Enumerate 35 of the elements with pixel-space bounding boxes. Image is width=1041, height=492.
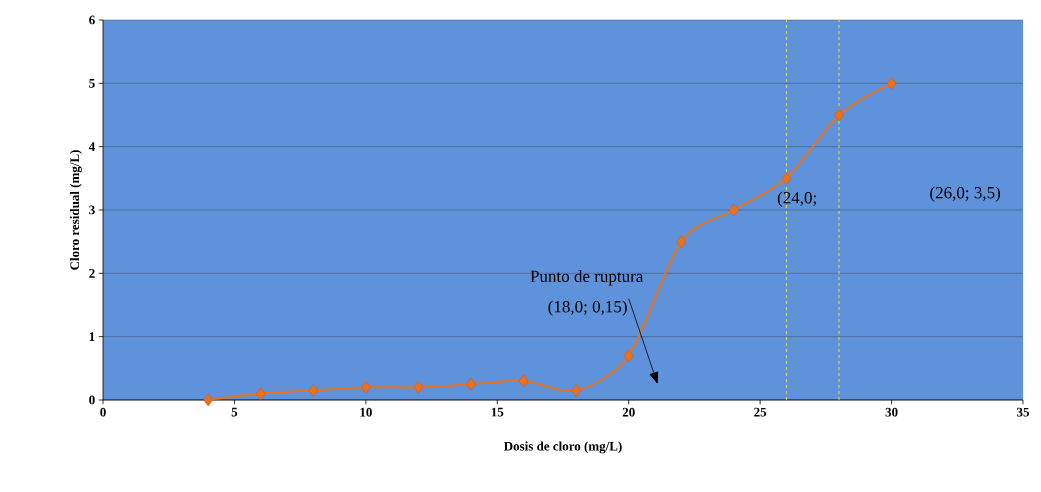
y-tick-label: 1 bbox=[89, 332, 95, 341]
point bbox=[676, 235, 687, 248]
point bbox=[834, 108, 844, 122]
point bbox=[413, 381, 424, 394]
point bbox=[308, 384, 319, 397]
y-tick-label: 6 bbox=[89, 15, 95, 25]
x-tick-label: 15 bbox=[491, 407, 504, 417]
x-tick-label: 5 bbox=[231, 407, 238, 417]
annotation: (24,0; bbox=[777, 191, 816, 207]
x-tick-label: 30 bbox=[885, 407, 898, 417]
y-tick-label: 2 bbox=[89, 269, 95, 278]
y-tick-label: 0 bbox=[89, 395, 95, 405]
point bbox=[729, 203, 739, 217]
x-tick-label: 20 bbox=[622, 407, 635, 417]
point bbox=[571, 384, 581, 397]
y-axis-title: Cloro residual (mg/L) bbox=[69, 150, 82, 270]
point bbox=[466, 377, 476, 391]
annotation: Punto de ruptura bbox=[530, 270, 644, 286]
x-tick-label: 25 bbox=[754, 407, 767, 417]
point bbox=[781, 172, 792, 185]
point bbox=[203, 393, 213, 407]
annotation: (26,0; 3,5) bbox=[930, 186, 1001, 202]
x-tick-label: 35 bbox=[1016, 407, 1030, 417]
point bbox=[518, 374, 529, 388]
y-tick-label: 3 bbox=[89, 205, 95, 215]
x-axis-title: Dosis de cloro (mg/L) bbox=[503, 441, 622, 454]
point bbox=[255, 387, 266, 400]
point bbox=[886, 77, 897, 90]
y-tick-label: 4 bbox=[88, 142, 95, 151]
annotation: (18,0; 0,15) bbox=[548, 300, 627, 316]
point bbox=[361, 381, 371, 394]
y-tick-label: 5 bbox=[89, 79, 95, 88]
x-tick-label: 0 bbox=[100, 407, 106, 417]
x-tick-label: 10 bbox=[360, 407, 372, 417]
point bbox=[623, 349, 634, 362]
